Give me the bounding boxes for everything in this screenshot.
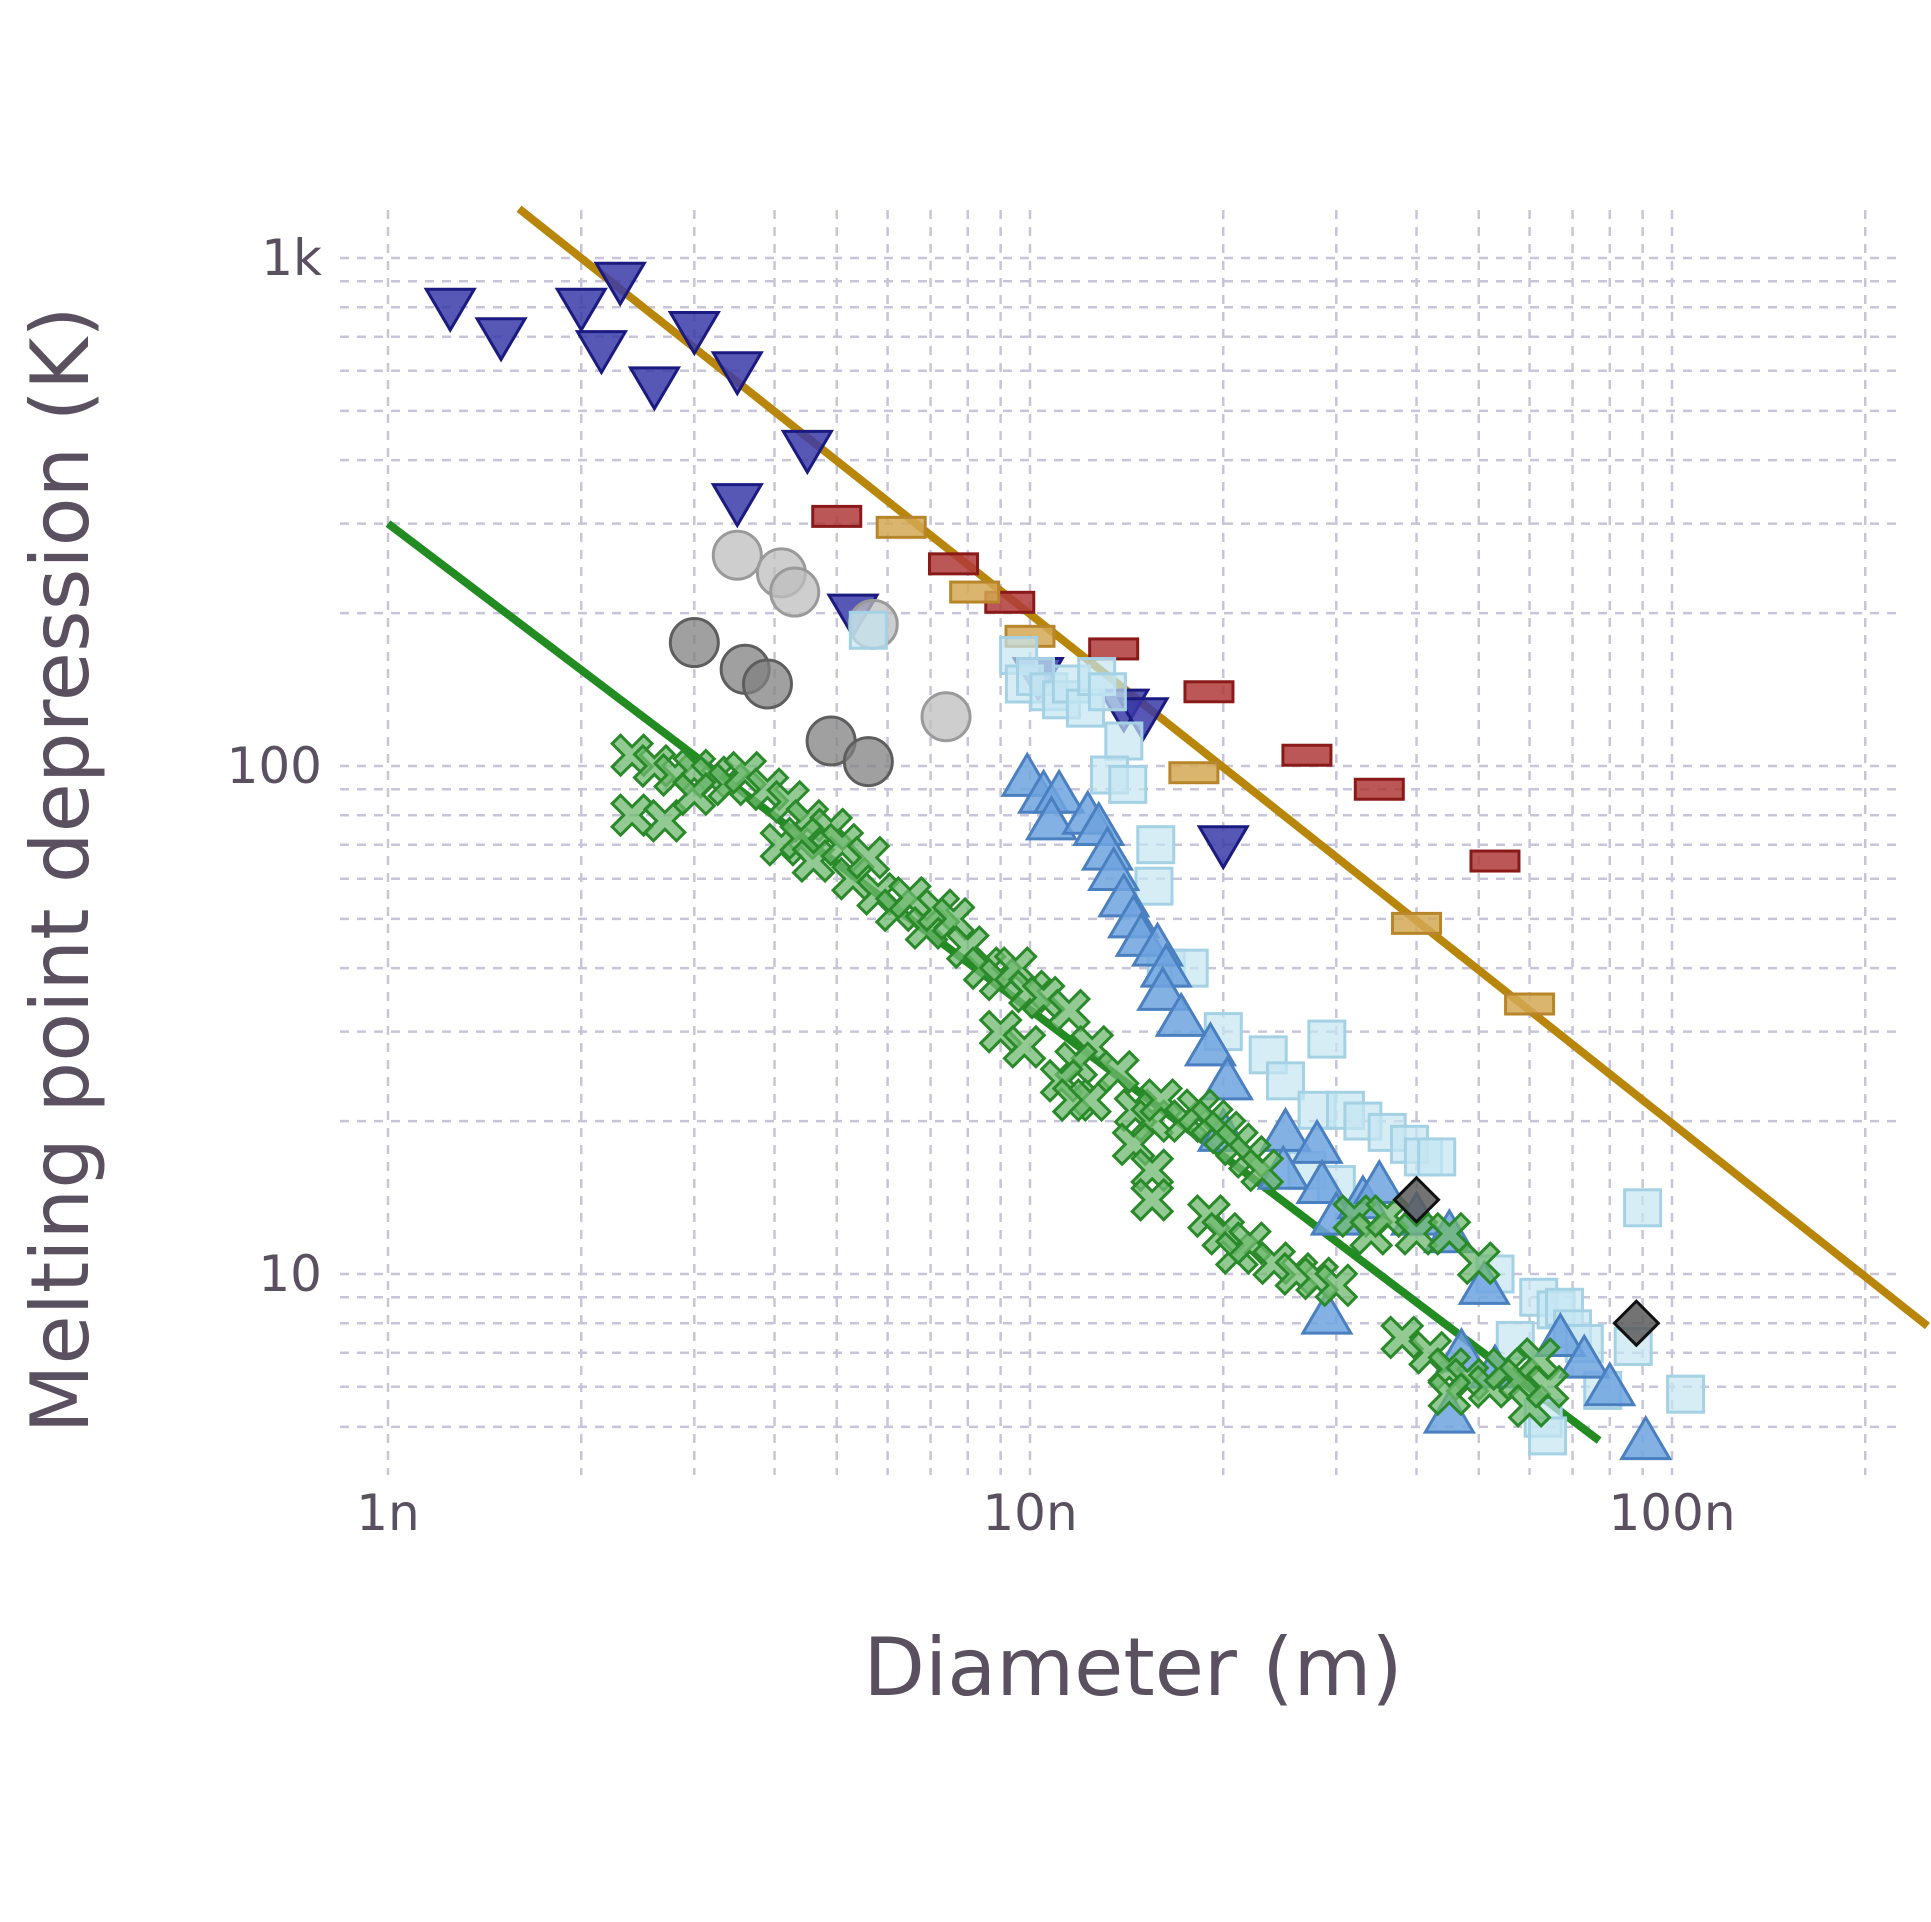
point-down-triangle <box>574 330 629 376</box>
point-down-triangle <box>780 429 834 476</box>
point-cross <box>931 896 976 941</box>
point-cross <box>672 772 717 817</box>
point-square <box>1307 1019 1347 1059</box>
point-down-triangle <box>1116 697 1170 743</box>
point-up-triangle <box>1619 1414 1673 1461</box>
point-down-triangle <box>423 287 477 333</box>
y-tick-label: 100 <box>227 737 322 795</box>
point-cross <box>820 822 865 867</box>
point-dash <box>1088 637 1140 661</box>
point-dash <box>811 504 863 528</box>
point-dash <box>1183 680 1235 704</box>
point-circle <box>769 566 821 618</box>
point-dash <box>1469 849 1521 873</box>
y-tick-label: 1k <box>261 229 322 287</box>
point-down-triangle <box>710 351 764 397</box>
point-cross <box>1427 1372 1472 1417</box>
fit-line-1 <box>516 205 1930 1330</box>
point-diamond <box>1612 1299 1661 1348</box>
point-cross <box>846 835 891 880</box>
x-tick-label: 10n <box>982 1484 1077 1542</box>
point-down-triangle <box>710 483 764 529</box>
point-circle <box>842 736 894 788</box>
point-square <box>1666 1374 1706 1414</box>
point-square <box>1528 1416 1568 1456</box>
point-circle <box>711 529 763 581</box>
point-cross <box>1427 1211 1472 1256</box>
point-dash <box>1504 992 1556 1016</box>
point-up-triangle <box>1557 1333 1611 1379</box>
point-cross <box>1095 1049 1140 1094</box>
point-dash <box>1391 911 1443 935</box>
point-diamond <box>1392 1175 1441 1224</box>
point-up-triangle <box>1295 1158 1349 1205</box>
point-square <box>848 610 888 650</box>
point-cross <box>1456 1241 1501 1286</box>
point-dash <box>1353 777 1405 801</box>
point-up-triangle <box>1200 1055 1255 1101</box>
point-up-triangle <box>1183 1021 1238 1067</box>
x-tick-labels: 1n 10n 100n <box>356 1484 1735 1542</box>
point-up-triangle <box>1136 965 1190 1011</box>
y-axis-title: Melting point depression (K) <box>14 306 107 1433</box>
data-points <box>423 261 1706 1461</box>
point-cross <box>1130 1177 1175 1222</box>
point-cross <box>1240 1148 1285 1193</box>
point-down-triangle <box>667 310 721 357</box>
point-up-triangle <box>1457 1259 1511 1305</box>
point-down-triangle <box>474 317 528 363</box>
point-square <box>1134 866 1174 906</box>
point-cross <box>1021 975 1066 1020</box>
point-dash <box>875 515 927 539</box>
point-cross <box>1046 988 1092 1033</box>
point-square <box>1265 1061 1305 1101</box>
point-square <box>1104 721 1144 761</box>
point-cross <box>1314 1263 1359 1308</box>
point-up-triangle <box>1300 1289 1354 1335</box>
point-square <box>1108 764 1148 804</box>
point-down-triangle <box>627 366 682 412</box>
point-cross <box>1380 1315 1425 1360</box>
x-tick-label: 1n <box>356 1484 420 1542</box>
point-cross <box>1002 1024 1047 1069</box>
point-up-triangle <box>1154 991 1208 1037</box>
x-axis-title: Diameter (m) <box>863 1621 1402 1714</box>
point-dash <box>927 552 979 576</box>
y-tick-label: 10 <box>258 1245 322 1303</box>
point-dash <box>949 580 1001 604</box>
y-tick-labels: 10 100 1k <box>227 229 322 1303</box>
point-up-triangle <box>1290 1118 1344 1164</box>
point-circle <box>741 658 793 710</box>
point-square <box>1087 672 1127 712</box>
point-dash <box>1168 761 1220 785</box>
x-tick-label: 100n <box>1608 1484 1735 1542</box>
point-down-triangle <box>1196 825 1250 871</box>
point-up-triangle <box>1024 795 1079 841</box>
point-circle <box>668 617 720 669</box>
point-square <box>1623 1188 1663 1228</box>
point-cross <box>887 875 932 920</box>
point-circle <box>920 691 972 743</box>
point-dash <box>1281 743 1333 767</box>
point-down-triangle <box>554 287 608 333</box>
point-cross <box>1525 1364 1570 1409</box>
point-square <box>1136 825 1176 865</box>
point-down-triangle <box>593 261 647 308</box>
point-square <box>1417 1137 1457 1177</box>
point-up-triangle <box>1583 1360 1637 1407</box>
